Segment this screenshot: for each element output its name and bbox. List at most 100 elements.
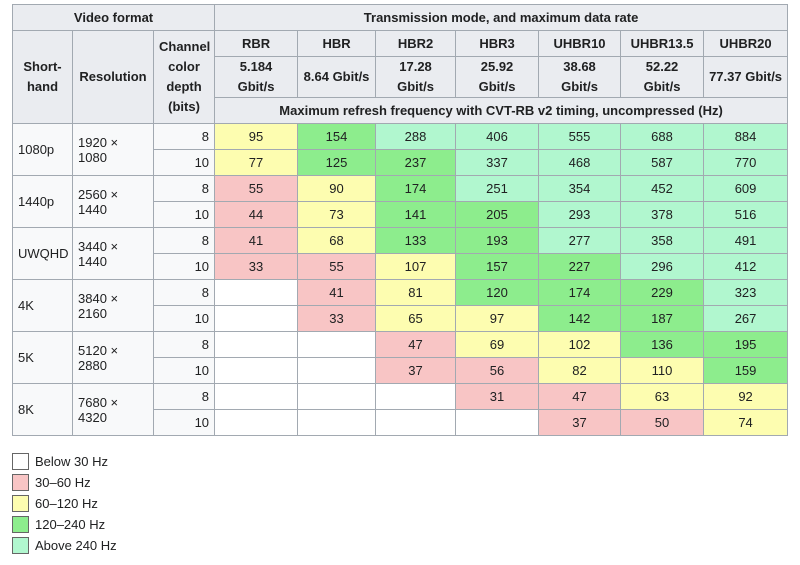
rate-cell: 31 — [455, 383, 540, 410]
rate-cell: 412 — [703, 253, 789, 280]
refresh-table: Video format Transmission mode, and maxim… — [11, 4, 789, 436]
header-row: Short-hand Resolution Channel color depth … — [12, 30, 789, 124]
header-row: Video format Transmission mode, and maxim… — [11, 4, 789, 31]
mode-rate: 52.22 Gbit/s — [620, 56, 705, 98]
rate-cell: 55 — [214, 175, 299, 202]
rate-cell: 154 — [297, 123, 377, 150]
data-row: 8K 7680 × 4320 8 31 47 63 92 — [12, 383, 789, 436]
rate-cell: 97 — [455, 305, 540, 332]
rate-cell — [214, 383, 299, 410]
legend-swatch — [12, 537, 29, 554]
rate-cell: 251 — [455, 175, 540, 202]
mode-name: HBR2 — [375, 30, 457, 57]
rate-cell — [297, 409, 377, 436]
header-cell: Video format — [11, 4, 216, 31]
resolution: 1920 × 1080 — [72, 123, 154, 176]
data-row: 4K 3840 × 2160 8 41 81 120 174 229 323 — [12, 279, 789, 332]
depth: 8 — [152, 331, 216, 358]
mode-name: UHBR20 — [703, 30, 789, 57]
legend-item: 120–240 Hz — [12, 514, 117, 535]
rate-cell: 770 — [703, 149, 789, 176]
legend-item: 60–120 Hz — [12, 493, 117, 514]
rate-cell — [214, 279, 299, 306]
rate-cell: 44 — [214, 201, 299, 228]
rate-cell: 378 — [620, 201, 705, 228]
rate-cell: 65 — [375, 305, 457, 332]
rate-cell: 267 — [703, 305, 789, 332]
rate-cell: 133 — [375, 227, 457, 254]
resolution: 2560 × 1440 — [72, 175, 154, 228]
rate-cell: 56 — [455, 357, 540, 384]
rate-cell: 37 — [375, 357, 457, 384]
rate-cell: 82 — [538, 357, 622, 384]
legend-label: 30–60 Hz — [35, 475, 91, 490]
rate-cell — [214, 409, 299, 436]
rate-cell: 136 — [620, 331, 705, 358]
legend-label: Above 240 Hz — [35, 538, 117, 553]
rate-cell — [214, 331, 299, 358]
legend-label: Below 30 Hz — [35, 454, 108, 469]
legend-swatch — [12, 474, 29, 491]
rate-cell: 452 — [620, 175, 705, 202]
rate-cell — [297, 357, 377, 384]
depth: 10 — [152, 357, 216, 384]
mode-rate: 38.68 Gbit/s — [538, 56, 622, 98]
rate-cell: 125 — [297, 149, 377, 176]
rate-cell: 237 — [375, 149, 457, 176]
mode-name: UHBR10 — [538, 30, 622, 57]
rate-cell: 227 — [538, 253, 622, 280]
rate-cell: 159 — [703, 357, 789, 384]
data-row: 5K 5120 × 2880 8 47 69 102 136 195 — [12, 331, 789, 384]
rate-cell: 55 — [297, 253, 377, 280]
data-row: UWQHD 3440 × 1440 8 41 68 133 193 277 358 491 — [12, 227, 789, 280]
mode-rate: 5.184 Gbit/s — [214, 56, 299, 98]
rate-cell: 688 — [620, 123, 705, 150]
rate-cell: 174 — [375, 175, 457, 202]
data-row: 10 37 50 74 — [13, 409, 789, 436]
rate-cell: 491 — [703, 227, 789, 254]
shorthand: 5K — [12, 331, 73, 384]
rate-cell: 69 — [455, 331, 540, 358]
rate-cell: 354 — [538, 175, 622, 202]
rate-cell: 102 — [538, 331, 622, 358]
data-row: 10 44 73 141 205 293 378 516 — [13, 201, 789, 228]
mode-rate: 17.28 Gbit/s — [375, 56, 457, 98]
legend-swatch — [12, 516, 29, 533]
resolution: 3440 × 1440 — [72, 227, 154, 280]
rate-cell: 205 — [455, 201, 540, 228]
rate-cell: 142 — [538, 305, 622, 332]
resolution: 7680 × 4320 — [72, 383, 154, 436]
rate-cell: 516 — [703, 201, 789, 228]
data-row: 1080p 1920 × 1080 8 95 154 288 406 555 688 884 — [12, 123, 789, 176]
rate-cell: 90 — [297, 175, 377, 202]
rate-cell: 884 — [703, 123, 789, 150]
rate-cell: 288 — [375, 123, 457, 150]
header-row: Maximum refresh frequency with CVT-RB v2… — [13, 97, 789, 124]
rate-cell: 277 — [538, 227, 622, 254]
data-row: 10 33 55 107 157 227 296 412 — [13, 253, 789, 280]
shorthand: 1080p — [12, 123, 73, 176]
rate-cell: 107 — [375, 253, 457, 280]
rate-cell — [297, 331, 377, 358]
rate-cell — [375, 409, 457, 436]
rate-cell: 47 — [538, 383, 622, 410]
rate-cell — [455, 409, 540, 436]
legend-item: 30–60 Hz — [12, 472, 117, 493]
legend-label: 120–240 Hz — [35, 517, 106, 532]
mode-name: HBR — [297, 30, 377, 57]
header-row: 5.184 Gbit/s 8.64 Gbit/s 17.28 Gbit/s 25.92… — [13, 56, 789, 98]
rate-cell: 609 — [703, 175, 789, 202]
depth: 10 — [152, 305, 216, 332]
rate-cell: 120 — [455, 279, 540, 306]
mode-rate: 25.92 Gbit/s — [455, 56, 540, 98]
shorthand: 1440p — [12, 175, 73, 228]
header-cell: Channel color depth (bits) — [152, 30, 216, 124]
rate-cell: 323 — [703, 279, 789, 306]
rate-cell: 195 — [703, 331, 789, 358]
rate-cell: 174 — [538, 279, 622, 306]
depth: 10 — [152, 201, 216, 228]
mode-name: RBR — [214, 30, 299, 57]
rate-cell: 68 — [297, 227, 377, 254]
header-cell: Resolution — [72, 30, 154, 124]
